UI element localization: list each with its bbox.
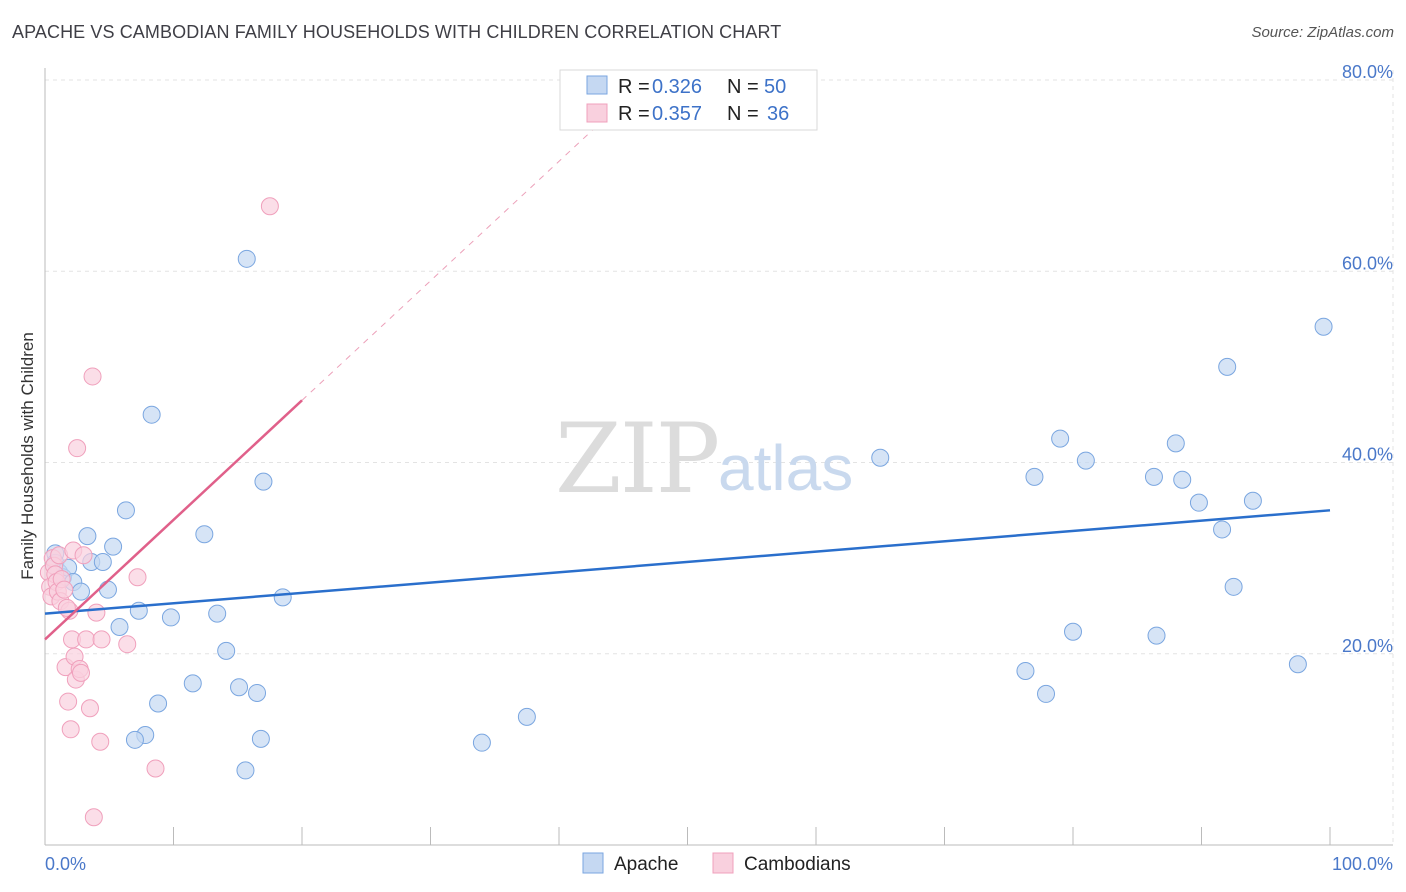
legend-label-cambodians: Cambodians bbox=[744, 854, 851, 875]
point-apache-50 bbox=[1314, 317, 1333, 336]
point-cambodians-22 bbox=[71, 663, 90, 682]
point-apache-26 bbox=[248, 683, 267, 702]
point-apache-19 bbox=[183, 674, 202, 693]
point-cambodians-33 bbox=[146, 759, 165, 778]
point-apache-37 bbox=[1051, 429, 1070, 448]
grid-lines bbox=[45, 70, 1394, 845]
point-apache-12 bbox=[110, 617, 129, 636]
point-cambodians-24 bbox=[77, 630, 96, 649]
point-apache-11 bbox=[104, 537, 123, 556]
point-apache-30 bbox=[125, 730, 144, 749]
trend-line-cambodians bbox=[44, 399, 303, 641]
point-apache-27 bbox=[251, 729, 270, 748]
point-apache-22 bbox=[217, 641, 236, 660]
point-cambodians-28 bbox=[87, 603, 106, 622]
point-apache-17 bbox=[149, 694, 168, 713]
y-tick-label-80: 80.0% bbox=[1342, 62, 1393, 82]
trend-line-apache bbox=[44, 509, 1331, 615]
point-cambodians-15 bbox=[61, 720, 80, 739]
point-cambodians-29 bbox=[91, 732, 110, 751]
point-apache-33 bbox=[871, 448, 890, 467]
point-cambodians-13 bbox=[59, 692, 78, 711]
point-apache-18 bbox=[161, 608, 180, 627]
point-apache-32 bbox=[517, 707, 536, 726]
point-apache-16 bbox=[142, 405, 161, 424]
point-apache-42 bbox=[1166, 434, 1185, 453]
trend-extension-cambodians bbox=[301, 113, 611, 401]
y-tick-label-40: 40.0% bbox=[1342, 445, 1393, 465]
point-apache-41 bbox=[1147, 626, 1166, 645]
stats-n-label-cambodians: N = bbox=[727, 103, 759, 125]
point-apache-29 bbox=[273, 588, 292, 607]
watermark: ZIP atlas bbox=[555, 403, 853, 515]
watermark-atlas: atlas bbox=[718, 432, 853, 504]
point-apache-48 bbox=[1243, 491, 1262, 510]
legend-swatch-cambodians bbox=[712, 852, 734, 874]
point-apache-31 bbox=[472, 733, 491, 752]
point-cambodians-23 bbox=[74, 546, 93, 565]
point-apache-45 bbox=[1213, 520, 1232, 539]
point-apache-39 bbox=[1076, 451, 1095, 470]
point-apache-34 bbox=[1016, 661, 1035, 680]
point-apache-25 bbox=[237, 249, 256, 268]
y-tick-label-20: 20.0% bbox=[1342, 636, 1393, 656]
stats-r-label-apache: R = bbox=[618, 76, 650, 98]
point-apache-7 bbox=[78, 527, 97, 546]
tick-labels: 20.0% 40.0% 60.0% 80.0% 0.0% 100.0% bbox=[45, 62, 1393, 874]
point-cambodians-31 bbox=[118, 635, 137, 654]
stats-swatch-cambodians bbox=[586, 103, 608, 123]
point-apache-20 bbox=[195, 525, 214, 544]
point-apache-49 bbox=[1288, 655, 1307, 674]
point-apache-28 bbox=[254, 472, 273, 491]
data-points bbox=[39, 197, 1333, 827]
stats-n-value-apache: 50 bbox=[764, 76, 786, 98]
y-tick-label-60: 60.0% bbox=[1342, 253, 1393, 273]
legend-swatch-apache bbox=[582, 852, 604, 874]
point-apache-23 bbox=[230, 678, 249, 697]
point-cambodians-32 bbox=[128, 568, 147, 587]
point-cambodians-30 bbox=[92, 630, 111, 649]
point-cambodians-34 bbox=[260, 197, 279, 216]
point-cambodians-26 bbox=[83, 367, 102, 386]
point-cambodians-27 bbox=[84, 808, 103, 827]
stats-swatch-apache bbox=[586, 75, 608, 95]
x-tick-label-max: 100.0% bbox=[1332, 854, 1393, 874]
stats-r-label-cambodians: R = bbox=[618, 103, 650, 125]
point-apache-35 bbox=[1025, 467, 1044, 486]
point-cambodians-20 bbox=[68, 439, 87, 458]
watermark-zip: ZIP bbox=[555, 403, 718, 515]
point-cambodians-11 bbox=[55, 580, 74, 599]
point-apache-13 bbox=[116, 501, 135, 520]
point-apache-44 bbox=[1189, 493, 1208, 512]
stats-r-value-apache: 0.326 bbox=[652, 76, 702, 98]
x-tick-label-min: 0.0% bbox=[45, 854, 86, 874]
legend: Apache Cambodians bbox=[582, 852, 851, 875]
point-apache-40 bbox=[1144, 467, 1163, 486]
point-apache-9 bbox=[93, 552, 112, 571]
point-apache-10 bbox=[98, 580, 117, 599]
point-apache-21 bbox=[208, 604, 227, 623]
point-apache-46 bbox=[1218, 357, 1237, 376]
trend-lines bbox=[44, 113, 1331, 641]
point-apache-6 bbox=[71, 582, 90, 601]
point-apache-43 bbox=[1173, 470, 1192, 489]
point-apache-38 bbox=[1064, 622, 1082, 641]
point-apache-36 bbox=[1037, 684, 1056, 703]
point-cambodians-25 bbox=[80, 699, 99, 718]
stats-box: R = 0.326 N = 50 R = 0.357 N = 36 bbox=[559, 69, 818, 131]
stats-r-value-cambodians: 0.357 bbox=[652, 103, 702, 125]
stats-n-label-apache: N = bbox=[727, 76, 759, 98]
point-apache-24 bbox=[236, 761, 255, 780]
legend-label-apache: Apache bbox=[614, 854, 678, 875]
stats-n-value-cambodians: 36 bbox=[767, 103, 789, 125]
chart-title: APACHE VS CAMBODIAN FAMILY HOUSEHOLDS WI… bbox=[12, 22, 782, 42]
axes bbox=[44, 68, 1393, 846]
source-label: Source: ZipAtlas.com bbox=[1251, 24, 1394, 41]
point-apache-47 bbox=[1224, 577, 1243, 596]
